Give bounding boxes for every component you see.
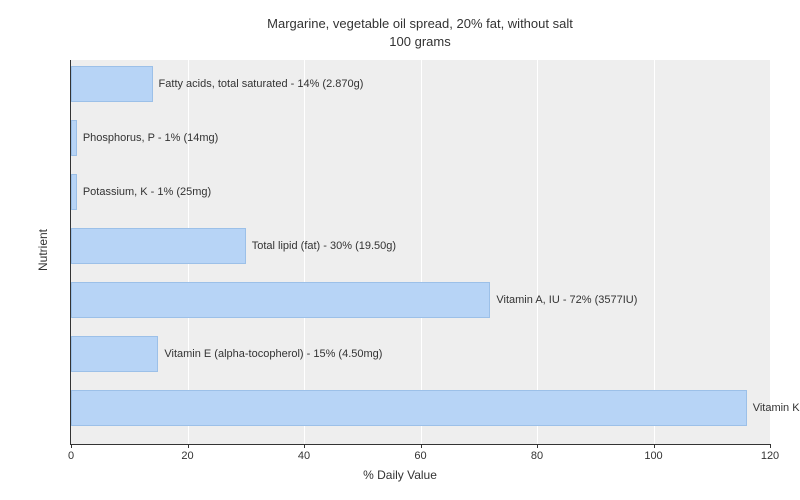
x-tick-label: 60 bbox=[414, 450, 426, 462]
chart-title-line2: 100 grams bbox=[60, 33, 780, 51]
bar-label: Vitamin E (alpha-tocopherol) - 15% (4.50… bbox=[158, 336, 382, 372]
grid-line bbox=[770, 60, 771, 444]
bar bbox=[71, 336, 158, 372]
x-tick-label: 0 bbox=[68, 450, 74, 462]
chart-title: Margarine, vegetable oil spread, 20% fat… bbox=[60, 15, 780, 51]
grid-line bbox=[537, 60, 538, 444]
x-tick-label: 120 bbox=[761, 450, 779, 462]
x-tick-label: 40 bbox=[298, 450, 310, 462]
x-tick-mark bbox=[188, 444, 189, 448]
bar bbox=[71, 282, 490, 318]
x-tick-label: 20 bbox=[181, 450, 193, 462]
x-tick-mark bbox=[71, 444, 72, 448]
x-tick-label: 80 bbox=[531, 450, 543, 462]
x-tick-mark bbox=[537, 444, 538, 448]
y-axis-label: Nutrient bbox=[36, 229, 50, 271]
plot-area: 020406080100120Fatty acids, total satura… bbox=[70, 60, 770, 445]
grid-line bbox=[654, 60, 655, 444]
bar bbox=[71, 228, 246, 264]
bar-label: Total lipid (fat) - 30% (19.50g) bbox=[246, 228, 396, 264]
chart-title-line1: Margarine, vegetable oil spread, 20% fat… bbox=[60, 15, 780, 33]
grid-line bbox=[421, 60, 422, 444]
x-tick-mark bbox=[654, 444, 655, 448]
x-axis-label: % Daily Value bbox=[363, 468, 437, 482]
bar-label: Potassium, K - 1% (25mg) bbox=[77, 174, 211, 210]
x-tick-label: 100 bbox=[644, 450, 662, 462]
bar bbox=[71, 66, 153, 102]
bar-label: Vitamin A, IU - 72% (3577IU) bbox=[490, 282, 637, 318]
x-tick-mark bbox=[770, 444, 771, 448]
bar bbox=[71, 390, 747, 426]
nutrition-chart: Margarine, vegetable oil spread, 20% fat… bbox=[0, 0, 800, 500]
bar-label: Vitamin K (phylloquinone) - 116% (93.0mc… bbox=[747, 390, 800, 426]
bar-label: Fatty acids, total saturated - 14% (2.87… bbox=[153, 66, 364, 102]
bar-label: Phosphorus, P - 1% (14mg) bbox=[77, 120, 219, 156]
x-tick-mark bbox=[304, 444, 305, 448]
x-tick-mark bbox=[421, 444, 422, 448]
